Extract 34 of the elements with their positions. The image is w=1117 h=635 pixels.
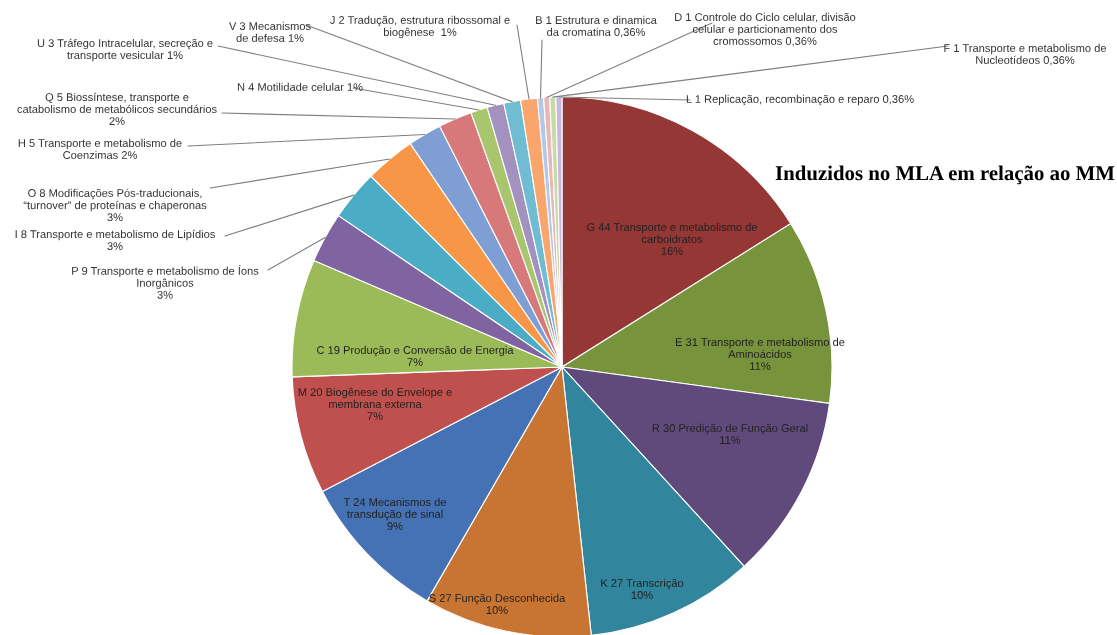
slice-label: H 5 Transporte e metabolismo de Coenzimas 2% (18, 138, 182, 159)
slice-label: D 1 Controle do Ciclo celular, divisão celular e particionamento dos cromossomos 0,36% (675, 12, 856, 47)
data-label: 10% (631, 591, 653, 599)
data-label: 16% (661, 247, 683, 255)
data-label: 3% (107, 242, 123, 251)
data-label: 7% (407, 358, 423, 366)
data-label: 10% (486, 606, 508, 614)
slice-label: F 1 Transporte e metabolismo de Nucleotídeos 0,36% (944, 43, 1107, 66)
slice-label: L 1 Replicação, recombinação e reparo 0,36% (686, 94, 914, 106)
slice-label: E 31 Transporte e metabolismo de Aminoácidos (675, 337, 845, 358)
data-label: 11% (720, 436, 741, 444)
data-label: 7% (367, 412, 383, 420)
slice-label: P 9 Transporte e metabolismo de Íons Inorgânicos (72, 265, 259, 289)
text: Induzidos no MLA em relação ao MM (775, 165, 1115, 185)
slice-label: J 2 Tradução, estrutura ribossomal e biogênese 1% (330, 15, 510, 39)
slice-label: B 1 Estrutura e dinamica da cromatina 0,36% (536, 15, 657, 38)
slice-label: T 24 Mecanismos de transdução de sinal (343, 497, 446, 521)
slice-label: S 27 Função Desconhecida (429, 593, 566, 605)
slice-label: Q 5 Biossíntese, transporte e catabolismo de metabólicos secundários (17, 92, 217, 114)
slice-label: C 19 Produção e Conversão de Energia (317, 345, 514, 357)
data-label: 11% (750, 362, 771, 370)
slice-label: N 4 Motilidade celular 1% (237, 82, 363, 91)
slice-label: I 8 Transporte e metabolismo de Lipídios (15, 229, 215, 241)
slice-label: G 44 Transporte e metabolismo de carboidratos (587, 222, 758, 243)
data-label: 2% (109, 117, 125, 125)
data-label: 3% (157, 290, 173, 299)
data-label: 9% (387, 522, 403, 530)
slice-label: M 20 Biogênese do Envelope e membrana externa (298, 387, 452, 408)
data-label: 3% (107, 213, 123, 222)
slice-label: U 3 Tráfego Intracelular, secreção e transporte vesicular 1% (37, 38, 213, 62)
slice-label: R 30 Predição de Função Geral (652, 423, 808, 435)
slice-label: O 8 Modificações Pós-traducionais, “turnover” de proteínas e chaperonas (23, 188, 207, 212)
slice-label: K 27 Transcrição (601, 578, 684, 590)
slice-label: V 3 Mecanismos de defesa 1% (228, 21, 311, 42)
